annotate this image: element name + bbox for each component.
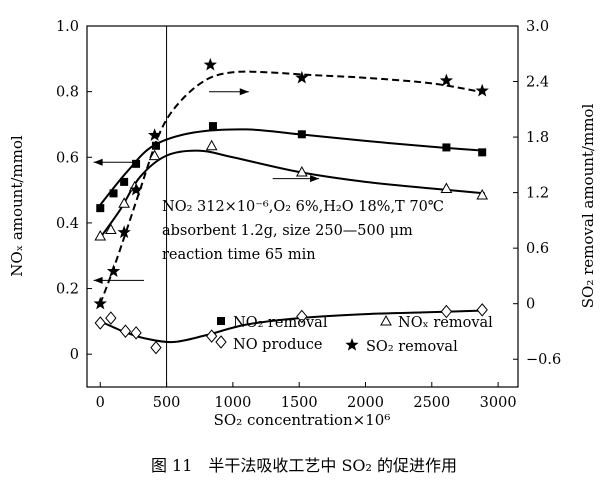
- x-tick-label: 2000: [347, 395, 384, 411]
- right-y-tick-label: 3.0: [526, 19, 549, 35]
- no2-point: [96, 204, 105, 213]
- so2-point: [93, 296, 107, 310]
- no2-point: [132, 159, 141, 168]
- nox-point: [105, 223, 117, 234]
- left-y-tick-label: 0.2: [56, 282, 79, 298]
- no2-point: [478, 148, 487, 157]
- nox-point: [118, 197, 130, 208]
- axis-arrow-head: [239, 88, 249, 96]
- so2-fit-curve: [99, 70, 486, 305]
- so2-point: [117, 225, 131, 239]
- annotation-line-2: absorbent 1.2g, size 250—500 μm: [162, 223, 413, 239]
- x-axis-ticks: 0 500 1000 1500 2000 2500 3000: [96, 382, 517, 411]
- so2-point: [147, 128, 162, 141]
- x-tick-label: 2500: [413, 395, 450, 411]
- right-y-tick-label: 1.8: [526, 130, 549, 146]
- x-tick-label: 500: [153, 395, 181, 411]
- data-points: [93, 57, 489, 355]
- right-y-tick-label: 0.6: [526, 241, 549, 257]
- right-y-tick-label: 1.2: [526, 186, 549, 202]
- nox-point: [440, 182, 453, 193]
- legend-so2-marker: [345, 338, 359, 351]
- left-y-tick-label: 0.6: [56, 150, 79, 166]
- no-point: [296, 309, 308, 324]
- so2-point: [203, 57, 217, 71]
- no2-point: [442, 143, 451, 152]
- right-axis-label: SO₂ removal amount/mmol: [579, 104, 597, 309]
- nox-point: [476, 188, 489, 200]
- nox-point: [205, 139, 218, 151]
- left-y-tick-label: 0: [70, 347, 79, 363]
- right-y-tick-label: −0.6: [526, 352, 561, 368]
- no2-point: [151, 141, 160, 150]
- legend: NO₂ removal NOₓ removal NO produce SO₂ r…: [215, 314, 493, 355]
- axis-arrow-head: [310, 175, 320, 183]
- legend-so2-label: SO₂ removal: [366, 339, 458, 355]
- left-y-tick-label: 1.0: [56, 19, 79, 35]
- legend-nox-marker: [380, 314, 392, 326]
- no-point: [150, 340, 162, 355]
- legend-no-label: NO produce: [233, 337, 322, 353]
- nox-point: [295, 166, 308, 177]
- no2-point: [297, 130, 306, 139]
- so2-point: [129, 182, 143, 196]
- left-axis-label: NOₓ amount/mmol: [8, 135, 26, 277]
- x-axis-label: SO₂ concentration×10⁶: [214, 411, 391, 429]
- no-point: [476, 303, 488, 317]
- no-point: [94, 316, 106, 330]
- legend-nox-label: NOₓ removal: [398, 315, 493, 331]
- legend-no-marker: [215, 335, 227, 349]
- right-axis-ticks: −0.6 0 0.6 1.2 1.8 2.4 3.0: [513, 19, 561, 368]
- x-tick-label: 3000: [480, 395, 517, 411]
- no2-fit-curve: [99, 128, 485, 206]
- no-point: [440, 304, 453, 319]
- right-y-tick-label: 2.4: [526, 75, 549, 91]
- legend-no2-label: NO₂ removal: [233, 315, 328, 331]
- right-y-tick-label: 0: [526, 297, 535, 313]
- no-point: [206, 329, 218, 343]
- nox-point: [94, 230, 107, 241]
- axis-arrow-head: [93, 158, 103, 166]
- left-y-tick-label: 0.4: [56, 216, 79, 232]
- annotation-line-3: reaction time 65 min: [162, 247, 316, 263]
- so2-point: [295, 70, 309, 84]
- x-tick-label: 1500: [281, 395, 318, 411]
- figure-caption: 图 11 半干法吸收工艺中 SO₂ 的促进作用: [151, 456, 457, 475]
- no2-point: [109, 189, 118, 198]
- plot-frame: [86, 25, 519, 388]
- no-point: [105, 311, 117, 325]
- no2-point: [208, 122, 217, 131]
- x-tick-label: 1000: [214, 395, 251, 411]
- so2-point: [475, 83, 489, 97]
- nox-point: [148, 149, 161, 161]
- axis-arrows: [93, 88, 320, 284]
- annotation-line-1: NO₂ 312×10⁻⁶,O₂ 6%,H₂O 18%,T 70℃: [162, 199, 444, 215]
- left-axis-ticks: 0 0.2 0.4 0.6 0.8 1.0: [56, 19, 92, 363]
- so2-point: [106, 264, 121, 277]
- no-point: [119, 324, 132, 338]
- so2-point: [439, 73, 454, 87]
- axis-arrow-head: [93, 276, 103, 284]
- no-point: [130, 326, 142, 340]
- no2-point: [120, 177, 129, 186]
- legend-no2-marker: [217, 317, 225, 325]
- x-tick-label: 0: [96, 395, 105, 411]
- left-y-tick-label: 0.8: [56, 85, 79, 101]
